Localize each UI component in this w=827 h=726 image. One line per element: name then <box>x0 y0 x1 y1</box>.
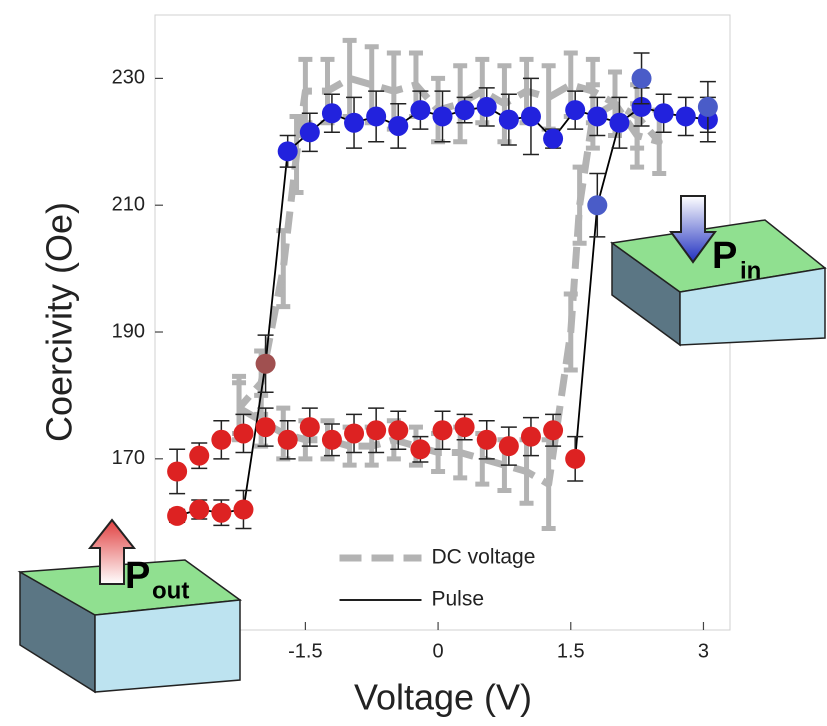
x-tick-label: 1.5 <box>557 640 585 662</box>
data-point <box>609 112 630 133</box>
data-point <box>277 141 298 162</box>
data-point <box>233 499 254 520</box>
data-point <box>498 109 519 130</box>
plot-area: 170 190 210 230 -1.5 0 1.5 3 DC voltage Pulse <box>112 37 718 662</box>
data-point <box>211 429 232 450</box>
data-point <box>498 436 519 457</box>
series-line <box>176 106 709 517</box>
data-point <box>321 103 342 124</box>
data-point <box>454 417 475 438</box>
data-point <box>565 448 586 469</box>
data-point <box>366 106 387 127</box>
series-line <box>236 74 663 488</box>
data-point <box>631 68 652 89</box>
y-tick-label: 210 <box>112 193 145 215</box>
data-point <box>299 417 320 438</box>
data-point <box>255 417 276 438</box>
inset-label: P <box>712 235 737 277</box>
y-axis-label: Coercivity (Oe) <box>39 202 80 442</box>
data-point <box>321 429 342 450</box>
data-point <box>167 505 188 526</box>
x-tick-label: -1.5 <box>288 640 322 662</box>
data-point <box>565 100 586 121</box>
data-point <box>388 420 409 441</box>
inset-label: P <box>125 555 150 597</box>
data-point <box>344 112 365 133</box>
data-point <box>233 423 254 444</box>
data-point <box>189 445 210 466</box>
data-point <box>167 461 188 482</box>
data-point <box>344 423 365 444</box>
data-point <box>476 96 497 117</box>
data-point <box>410 439 431 460</box>
data-point <box>631 96 652 117</box>
legend-label: DC voltage <box>432 546 536 569</box>
arrow-down <box>669 195 717 264</box>
data-point <box>543 420 564 441</box>
inset-in: P in <box>610 195 827 347</box>
x-tick-label: 0 <box>433 640 444 662</box>
data-point <box>189 499 210 520</box>
data-point <box>543 128 564 149</box>
x-axis-label: Voltage (V) <box>354 677 532 718</box>
y-tick-label: 170 <box>112 447 145 469</box>
data-point <box>520 106 541 127</box>
data-point <box>476 429 497 450</box>
data-point <box>410 100 431 121</box>
data-point <box>520 426 541 447</box>
data-point <box>653 103 674 124</box>
inset-out: P out <box>17 518 243 694</box>
inset-subscript: in <box>740 257 761 284</box>
box-front <box>94 599 241 693</box>
data-point <box>299 122 320 143</box>
data-point <box>388 115 409 136</box>
data-point <box>697 96 718 117</box>
arrow-up <box>87 518 137 585</box>
data-point <box>255 353 276 374</box>
inset-subscript: out <box>152 577 189 604</box>
data-point <box>587 195 608 216</box>
y-tick-label: 190 <box>112 320 145 342</box>
data-point <box>211 502 232 523</box>
data-point <box>587 106 608 127</box>
data-point <box>454 100 475 121</box>
data-point <box>277 429 298 450</box>
data-point <box>432 420 453 441</box>
data-point <box>675 106 696 127</box>
x-tick-label: 3 <box>698 640 709 662</box>
box-front <box>679 267 826 346</box>
legend-label: Pulse <box>432 588 485 611</box>
y-tick-label: 230 <box>112 67 145 89</box>
data-point <box>366 420 387 441</box>
data-point <box>432 106 453 127</box>
